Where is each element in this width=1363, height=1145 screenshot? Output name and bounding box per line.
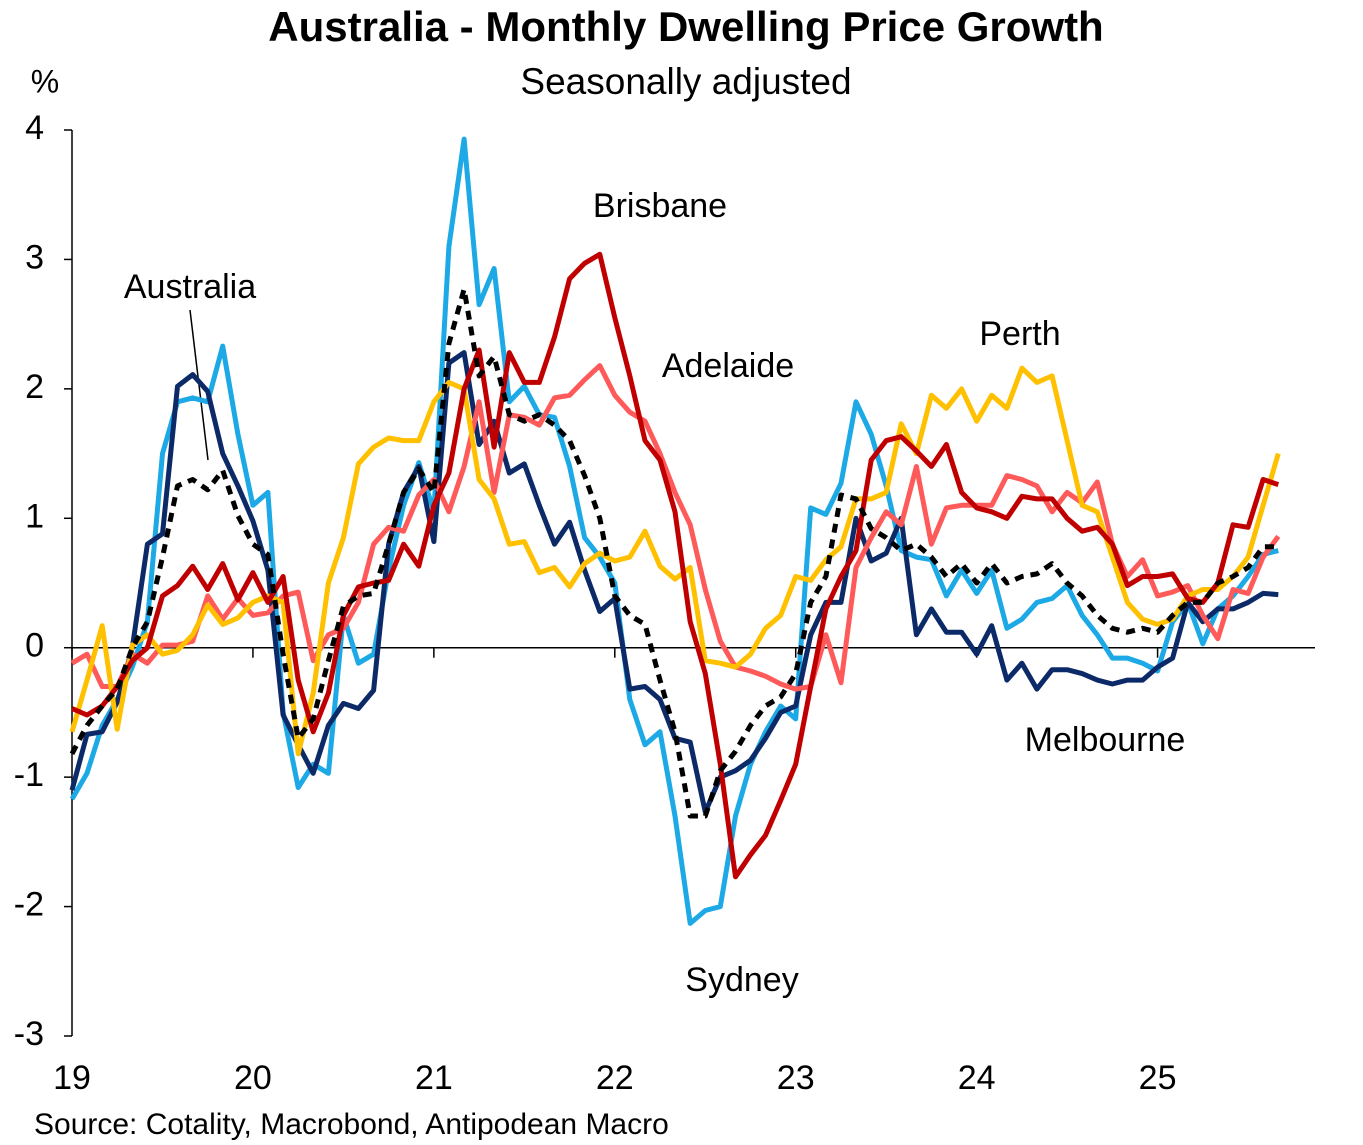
y-tick-label: -1	[14, 756, 44, 794]
chart-subtitle: Seasonally adjusted	[520, 61, 851, 102]
series-line	[69, 286, 1279, 819]
series-label: Sydney	[685, 961, 798, 999]
chart-title: Australia - Monthly Dwelling Price Growt…	[268, 3, 1103, 50]
series-label: Perth	[979, 315, 1060, 353]
series-line	[70, 363, 1281, 692]
series-label: Australia	[124, 268, 256, 306]
y-tick-label: 3	[25, 238, 44, 276]
x-tick-label: 21	[415, 1059, 453, 1097]
series-label: Adelaide	[662, 347, 794, 385]
x-tick-label: 20	[234, 1059, 272, 1097]
y-tick-label: 0	[25, 627, 44, 665]
series-label: Melbourne	[1025, 721, 1186, 759]
series-line	[71, 251, 1280, 880]
series-label: Brisbane	[593, 187, 727, 225]
x-tick-label: 23	[777, 1059, 815, 1097]
y-tick-label: -3	[14, 1015, 44, 1053]
y-tick-label: 1	[25, 497, 44, 535]
x-tick-label: 22	[596, 1059, 634, 1097]
y-unit: %	[31, 63, 59, 99]
x-tick-label: 24	[958, 1059, 996, 1097]
x-tick-label: 25	[1139, 1059, 1177, 1097]
y-tick-label: 4	[25, 109, 44, 147]
x-tick-label: 19	[53, 1059, 91, 1097]
y-tick-label: 2	[25, 368, 44, 406]
source: Source: Cotality, Macrobond, Antipodean …	[34, 1108, 669, 1141]
series-line	[69, 136, 1279, 926]
y-tick-label: -2	[14, 886, 44, 924]
